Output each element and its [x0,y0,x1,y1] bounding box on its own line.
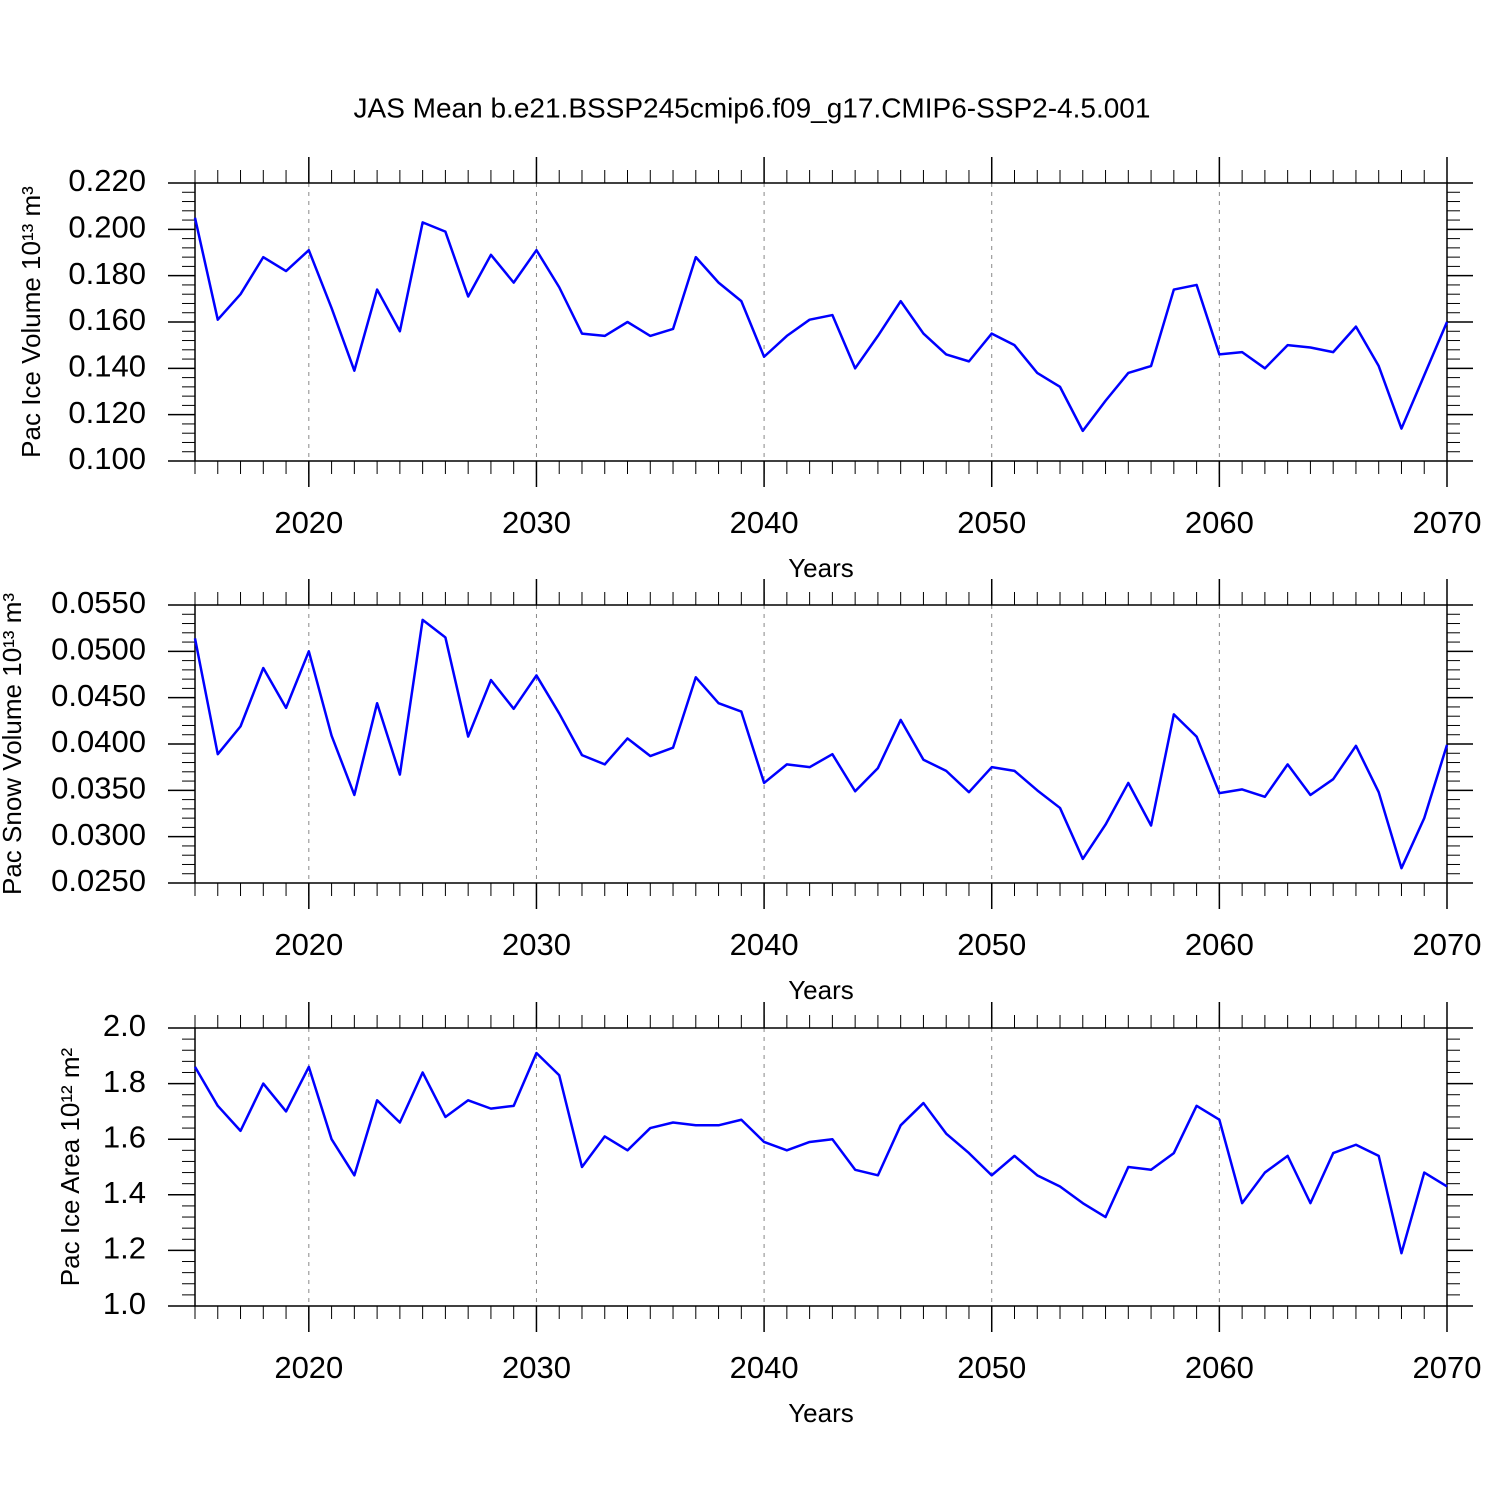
y-tick-label: 0.100 [68,441,146,476]
y-tick-label: 0.180 [68,256,146,291]
x-tick-label: 2040 [730,505,799,540]
x-tick-label: 2060 [1185,1350,1254,1385]
x-tick-label: 2040 [730,927,799,962]
y-tick-label: 0.220 [68,163,146,198]
x-tick-label: 2070 [1413,927,1482,962]
y-tick-label: 1.0 [103,1286,146,1321]
x-axis-label: Years [788,553,854,583]
y-axis-label: Pac Ice Volume 10¹³ m³ [16,186,46,458]
x-axis-label: Years [788,1398,854,1428]
y-tick-label: 0.0250 [51,863,146,898]
y-tick-label: 0.0500 [51,632,146,667]
y-tick-label: 1.6 [103,1119,146,1154]
x-tick-label: 2040 [730,1350,799,1385]
y-axis-label: Pac Ice Area 10¹² m² [55,1047,85,1286]
y-tick-label: 0.0450 [51,678,146,713]
x-tick-label: 2070 [1413,1350,1482,1385]
x-tick-label: 2020 [274,927,343,962]
y-tick-label: 0.0300 [51,817,146,852]
y-axis-label: Pac Snow Volume 10¹³ m³ [0,593,27,895]
x-tick-label: 2060 [1185,927,1254,962]
y-tick-label: 0.0400 [51,724,146,759]
x-tick-label: 2030 [502,927,571,962]
y-tick-label: 0.0350 [51,771,146,806]
y-tick-label: 0.200 [68,210,146,245]
data-line [193,618,1449,870]
x-tick-label: 2020 [274,1350,343,1385]
x-tick-label: 2050 [957,927,1026,962]
data-line [193,217,1449,433]
y-tick-label: 0.160 [68,302,146,337]
x-tick-label: 2030 [502,505,571,540]
plot-frame [194,182,1448,462]
plot-frame [194,604,1448,884]
y-tick-label: 0.140 [68,349,146,384]
plot-frame [194,1027,1448,1307]
y-tick-label: 1.4 [103,1175,146,1210]
y-tick-label: 0.0550 [51,585,146,620]
data-line [193,1051,1448,1255]
x-axis-label: Years [788,975,854,1005]
chart-title: JAS Mean b.e21.BSSP245cmip6.f09_g17.CMIP… [354,92,1151,123]
y-tick-label: 1.2 [103,1231,146,1266]
y-tick-label: 2.0 [103,1008,146,1043]
x-tick-label: 2020 [274,505,343,540]
y-tick-label: 0.120 [68,395,146,430]
y-tick-label: 1.8 [103,1064,146,1099]
x-tick-label: 2030 [502,1350,571,1385]
x-tick-label: 2050 [957,1350,1026,1385]
x-tick-label: 2060 [1185,505,1254,540]
x-tick-label: 2050 [957,505,1026,540]
x-tick-label: 2070 [1413,505,1482,540]
